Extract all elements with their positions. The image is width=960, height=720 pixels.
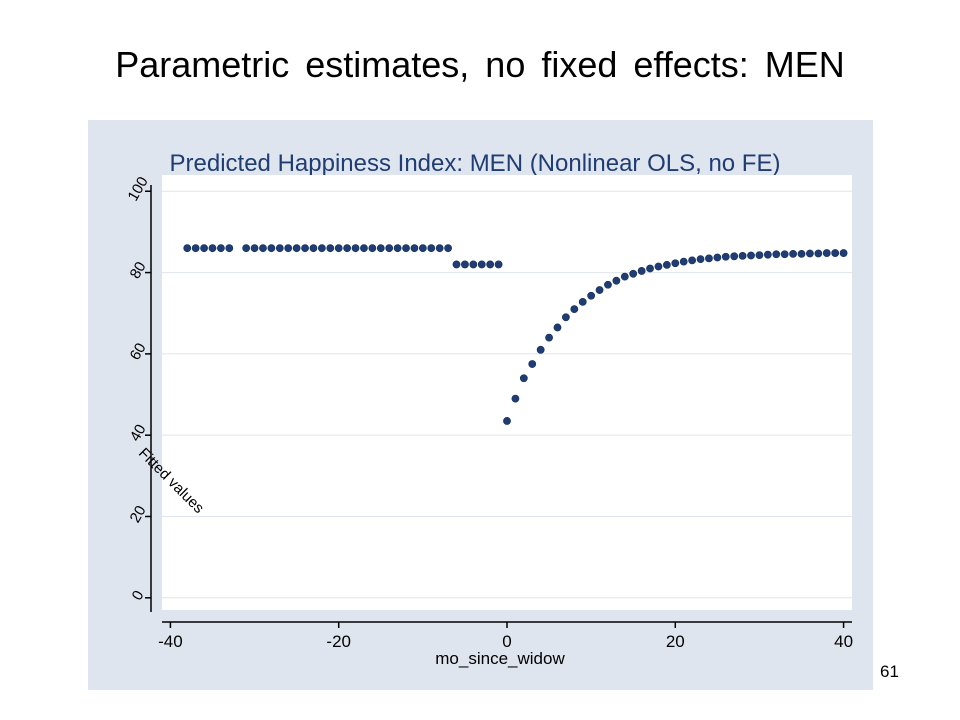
x-tick-label: -20 <box>326 632 351 651</box>
data-point <box>191 244 200 253</box>
data-point <box>461 260 469 269</box>
data-point <box>309 244 318 253</box>
data-point <box>620 272 629 281</box>
y-tick-label: 40 <box>127 421 150 444</box>
data-point <box>351 244 360 253</box>
chart-title: Predicted Happiness Index: MEN (Nonlinea… <box>170 150 781 177</box>
y-tick-label: 60 <box>127 340 150 363</box>
data-point <box>587 291 596 300</box>
data-point <box>242 244 251 253</box>
data-point <box>259 244 267 253</box>
gridlines <box>162 190 852 599</box>
data-point <box>275 244 284 253</box>
data-point <box>772 250 781 259</box>
data-point <box>267 244 276 253</box>
data-point <box>427 244 436 253</box>
data-point <box>410 244 419 253</box>
data-point <box>444 244 452 253</box>
data-point <box>612 276 621 285</box>
data-point <box>393 244 402 253</box>
data-point <box>486 260 495 269</box>
data-point <box>705 254 713 263</box>
data-point <box>696 255 705 264</box>
data-point <box>629 269 638 278</box>
data-point <box>713 253 722 262</box>
data-point <box>301 244 309 253</box>
data-point <box>545 333 553 342</box>
data-point <box>637 267 646 275</box>
x-axis-label: mo_since_widow <box>435 649 565 668</box>
data-point <box>595 286 604 294</box>
data-point <box>570 305 579 314</box>
x-tick-label: -40 <box>158 632 183 651</box>
data-point <box>284 244 293 253</box>
data-point <box>326 244 335 253</box>
data-point <box>343 244 352 253</box>
data-point <box>250 244 259 253</box>
data-point <box>217 244 225 253</box>
y-tick-label: 80 <box>127 259 150 282</box>
data-point <box>789 249 797 258</box>
data-point <box>780 250 789 259</box>
data-point <box>730 252 739 261</box>
data-point <box>806 249 814 258</box>
data-point <box>755 251 764 259</box>
data-point <box>671 259 680 268</box>
data-point <box>839 249 848 257</box>
data-point <box>494 260 503 269</box>
data-point <box>368 244 377 253</box>
data-point <box>604 280 612 289</box>
data-point <box>562 313 570 322</box>
data-point <box>763 250 772 259</box>
data-point <box>200 244 208 253</box>
x-tick-label: 20 <box>666 632 685 651</box>
data-point <box>662 260 671 269</box>
y-tick-label: 20 <box>127 503 150 526</box>
data-point <box>738 252 747 260</box>
data-point <box>553 323 562 332</box>
data-point <box>797 249 806 258</box>
data-point <box>814 249 823 258</box>
x-axis: -40 -20 0 20 40 <box>158 621 853 651</box>
data-point <box>536 345 545 354</box>
data-point <box>503 417 511 425</box>
data-point <box>721 252 730 261</box>
data-point <box>469 260 478 269</box>
data-point <box>747 251 755 260</box>
data-point <box>646 264 654 273</box>
page-number: 61 <box>880 662 899 681</box>
data-point <box>477 260 486 269</box>
data-point <box>578 297 587 306</box>
data-point <box>317 244 326 253</box>
slide-title: Parametric estimates, no fixed effects: … <box>115 44 845 85</box>
data-point <box>452 260 461 269</box>
data-point <box>511 394 520 403</box>
data-point <box>528 360 537 368</box>
data-point <box>435 244 444 253</box>
data-point <box>688 256 697 265</box>
data-point <box>334 244 343 253</box>
data-point <box>208 244 217 253</box>
data-point <box>376 244 385 253</box>
data-point <box>831 249 840 257</box>
data-point <box>292 244 301 253</box>
data-point <box>360 244 368 253</box>
data-point <box>679 257 688 266</box>
data-point <box>402 244 410 253</box>
data-point <box>225 244 234 253</box>
data-point <box>519 374 528 383</box>
x-tick-label: 40 <box>834 632 853 651</box>
data-points <box>183 244 848 425</box>
data-point <box>822 249 831 257</box>
data-point <box>385 244 394 253</box>
x-tick-label: 0 <box>502 632 511 651</box>
data-point <box>418 244 427 253</box>
plot-area <box>162 175 852 610</box>
data-point <box>183 244 192 253</box>
data-point <box>654 262 663 271</box>
